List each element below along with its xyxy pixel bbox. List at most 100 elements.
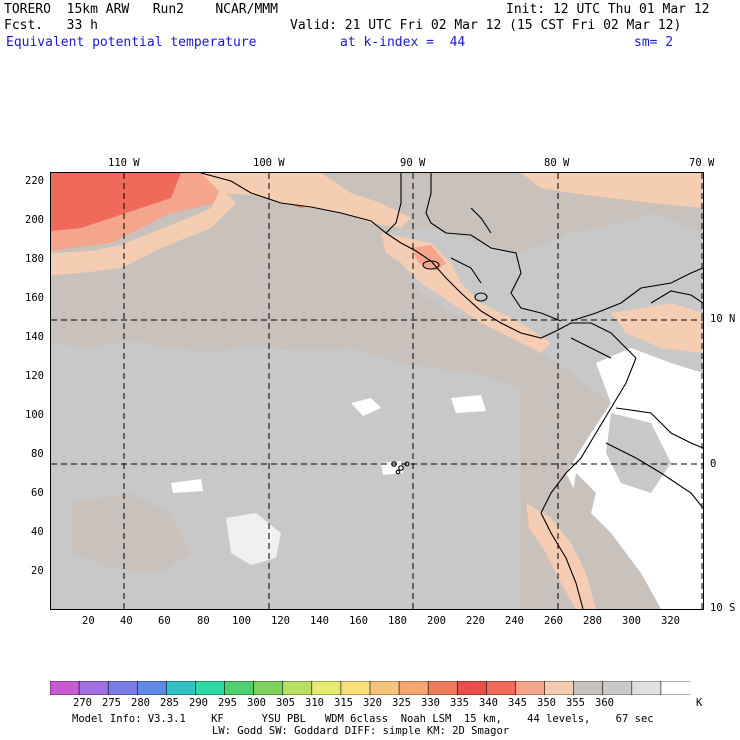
field-tan-south-west xyxy=(71,493,191,573)
init-time: Init: 12 UTC Thu 01 Mar 12 xyxy=(506,2,710,17)
grid-y-80: 80 xyxy=(31,448,44,460)
field-tan-band xyxy=(51,273,381,333)
valid-time: Valid: 21 UTC Fri 02 Mar 12 (15 CST Fri … xyxy=(290,18,682,33)
colorbar-label-325: 325 xyxy=(392,697,411,709)
colorbar-swatch xyxy=(456,681,488,695)
colorbar-label-290: 290 xyxy=(189,697,208,709)
colorbar-label-320: 320 xyxy=(363,697,382,709)
lon-label-100w: 100 W xyxy=(253,157,285,169)
grid-x-220: 220 xyxy=(466,615,485,627)
model-info-line1: Model Info: V3.3.1 KF YSU PBL WDM 6class… xyxy=(72,713,654,725)
grid-y-180: 180 xyxy=(25,253,44,265)
galapagos-island-2 xyxy=(398,465,404,471)
grid-x-100: 100 xyxy=(232,615,251,627)
colorbar-unit: K xyxy=(696,697,703,709)
colorbar-swatch xyxy=(544,681,575,695)
smoothing-label: sm= 2 xyxy=(634,35,674,50)
lon-label-110w: 110 W xyxy=(108,157,140,169)
field-tan-peru xyxy=(571,473,596,533)
lon-label-90w: 90 W xyxy=(400,157,426,169)
lon-label-70w: 70 W xyxy=(689,157,715,169)
grid-x-300: 300 xyxy=(622,615,641,627)
colorbar-label-330: 330 xyxy=(421,697,440,709)
grid-y-200: 200 xyxy=(25,214,44,226)
coastline-colombia-north xyxy=(570,267,703,322)
lat-label-10s: 10 S xyxy=(710,602,736,614)
grid-x-60: 60 xyxy=(158,615,171,627)
field-peach-caribbean xyxy=(521,173,703,208)
colorbar-swatch xyxy=(50,681,80,695)
model-title: TORERO 15km ARW Run2 NCAR/MMM xyxy=(4,2,278,17)
colorbar-swatch xyxy=(515,681,546,695)
grid-x-280: 280 xyxy=(583,615,602,627)
colorbar-swatch xyxy=(253,681,284,695)
colorbar-label-340: 340 xyxy=(479,697,498,709)
colorbar-label-270: 270 xyxy=(73,697,92,709)
colorbar-label-305: 305 xyxy=(276,697,295,709)
colorbar-swatch xyxy=(486,681,517,695)
grid-y-40: 40 xyxy=(31,526,44,538)
grid-x-260: 260 xyxy=(544,615,563,627)
colorbar-swatch xyxy=(166,681,197,695)
galapagos-island-4 xyxy=(395,469,401,475)
graticule xyxy=(51,173,703,609)
border-colombia-peru xyxy=(615,407,703,449)
grid-y-160: 160 xyxy=(25,292,44,304)
coastline-venezuela xyxy=(650,290,703,304)
field-white-ocean-b xyxy=(451,395,486,413)
colorbar-swatch xyxy=(136,681,168,695)
colorbar-label-295: 295 xyxy=(218,697,237,709)
colorbar-label-285: 285 xyxy=(160,697,179,709)
colorbar-label-335: 335 xyxy=(450,697,469,709)
coastline-yucatan xyxy=(385,173,402,234)
colorbar-swatch xyxy=(224,681,255,695)
grid-y-140: 140 xyxy=(25,331,44,343)
grid-x-20: 20 xyxy=(82,615,95,627)
colorbar-label-355: 355 xyxy=(566,697,585,709)
colorbar-swatch xyxy=(573,681,604,695)
colorbar-label-280: 280 xyxy=(131,697,150,709)
colorbar-label-310: 310 xyxy=(305,697,324,709)
grid-x-40: 40 xyxy=(120,615,133,627)
field-red-northwest xyxy=(51,173,181,231)
grid-y-120: 120 xyxy=(25,370,44,382)
border-belize xyxy=(470,207,492,234)
colorbar-swatch xyxy=(369,681,400,695)
lat-label-0: 0 xyxy=(710,458,717,470)
level-index: at k-index = 44 xyxy=(340,35,466,50)
colorbar-label-300: 300 xyxy=(247,697,266,709)
colorbar-label-315: 315 xyxy=(334,697,353,709)
grid-x-320: 320 xyxy=(661,615,680,627)
grid-x-80: 80 xyxy=(197,615,210,627)
map-canvas xyxy=(51,173,703,609)
grid-y-100: 100 xyxy=(25,409,44,421)
grid-y-20: 20 xyxy=(31,565,44,577)
field-salmon-guatemala xyxy=(411,245,446,271)
field-peach-colombia xyxy=(611,303,703,353)
lat-label-10n: 10 N xyxy=(710,313,736,325)
colorbar-swatch xyxy=(602,681,633,695)
field-peach-northwest xyxy=(51,188,236,275)
colorbar-swatch xyxy=(282,681,313,695)
grid-x-180: 180 xyxy=(388,615,407,627)
colorbar-swatch xyxy=(631,681,662,695)
border-panama xyxy=(570,337,612,359)
lake-nicaragua xyxy=(474,292,488,302)
colorbar-swatch xyxy=(311,681,342,695)
lon-label-80w: 80 W xyxy=(544,157,570,169)
coastline-group xyxy=(200,173,703,609)
colorbar-swatch xyxy=(195,681,226,695)
grid-x-200: 200 xyxy=(427,615,446,627)
colorbar-label-360: 360 xyxy=(595,697,614,709)
colorbar-swatch xyxy=(78,681,109,695)
field-peach-mexico xyxy=(201,173,411,228)
field-white-ocean-c xyxy=(171,479,203,493)
colorbar xyxy=(50,681,690,695)
field-white-ocean-a xyxy=(351,398,381,416)
model-info-line2: LW: Godd SW: Goddard DIFF: simple KM: 2D… xyxy=(212,725,510,737)
map-panel xyxy=(50,172,704,610)
lake-guatemala xyxy=(422,260,440,270)
grid-y-220: 220 xyxy=(25,175,44,187)
colorbar-swatch xyxy=(107,681,139,695)
border-peru-brazil xyxy=(605,442,703,509)
